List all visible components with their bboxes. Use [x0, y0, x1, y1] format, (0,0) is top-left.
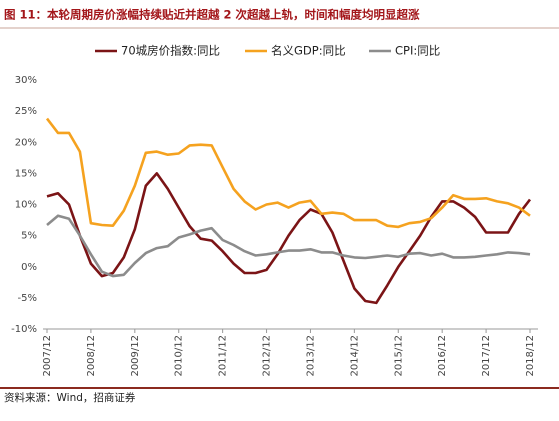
x-tick-label: 2015/12 — [393, 335, 404, 377]
y-tick-label: 20% — [15, 137, 37, 148]
series-line — [46, 214, 531, 278]
series-line — [46, 172, 532, 305]
y-tick-label: 15% — [15, 168, 37, 179]
y-tick-label: 30% — [15, 75, 37, 86]
x-tick-label: 2008/12 — [86, 335, 97, 377]
source-note: 资料来源：Wind，招商证券 — [4, 391, 136, 404]
x-tick-label: 2012/12 — [262, 335, 273, 377]
legend-label: 70城房价指数:同比 — [121, 44, 220, 58]
series-line — [45, 117, 531, 229]
legend-label: CPI:同比 — [395, 44, 440, 58]
x-tick-label: 2011/12 — [218, 335, 229, 377]
x-tick-label: 2017/12 — [481, 335, 492, 377]
y-tick-label: -10% — [11, 324, 37, 335]
x-tick-label: 2007/12 — [42, 335, 53, 377]
y-tick-label: -5% — [18, 293, 37, 304]
x-tick-label: 2009/12 — [130, 335, 141, 377]
x-tick-label: 2013/12 — [305, 335, 316, 377]
x-tick-label: 2016/12 — [437, 335, 448, 377]
x-tick-label: 2014/12 — [349, 335, 360, 377]
legend-label: 名义GDP:同比 — [271, 44, 346, 58]
y-tick-label: 0% — [21, 262, 37, 273]
x-tick-label: 2018/12 — [525, 335, 536, 377]
chart-title: 图 11：本轮周期房价涨幅持续贴近并超越 2 次超越上轨，时间和幅度均明显超涨 — [4, 8, 420, 22]
y-tick-label: 5% — [21, 231, 37, 242]
x-tick-label: 2010/12 — [174, 335, 185, 377]
y-tick-label: 25% — [15, 106, 37, 117]
y-tick-label: 10% — [15, 200, 37, 211]
